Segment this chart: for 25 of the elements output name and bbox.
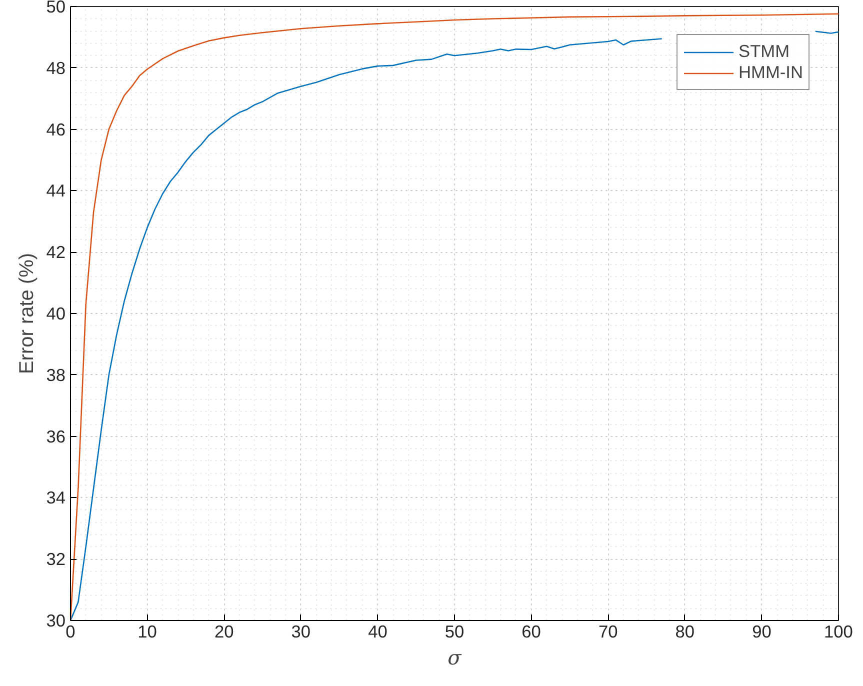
x-axis-title: σ xyxy=(448,646,463,670)
y-axis-title: Error rate (%) xyxy=(16,252,38,374)
x-tick-label: 0 xyxy=(66,622,76,642)
y-tick-label: 44 xyxy=(46,180,66,201)
x-tick-label: 10 xyxy=(138,622,157,642)
x-tick-label: 90 xyxy=(752,622,772,642)
y-tick-label: 36 xyxy=(46,426,66,446)
y-tick-label: 48 xyxy=(46,58,66,78)
y-tick-label: 34 xyxy=(46,488,66,508)
x-tick-label: 70 xyxy=(598,622,618,642)
y-tick-label: 42 xyxy=(46,242,66,262)
y-tick-label: 38 xyxy=(46,364,66,385)
x-tick-label: 100 xyxy=(824,622,853,642)
x-tick-label: 20 xyxy=(214,622,234,642)
x-tick-label: 80 xyxy=(675,622,695,642)
y-tick-label: 40 xyxy=(46,304,66,324)
y-tick-label: 32 xyxy=(46,549,66,570)
x-tick-label: 50 xyxy=(444,622,464,642)
y-tick-label: 50 xyxy=(46,0,66,16)
x-tick-label: 40 xyxy=(368,622,388,642)
legend-label: HMM-IN xyxy=(738,62,803,83)
x-tick-label: 30 xyxy=(291,622,311,642)
legend-label: STMM xyxy=(738,41,790,62)
y-tick-label: 46 xyxy=(46,119,66,140)
x-tick-label: 60 xyxy=(522,622,541,642)
